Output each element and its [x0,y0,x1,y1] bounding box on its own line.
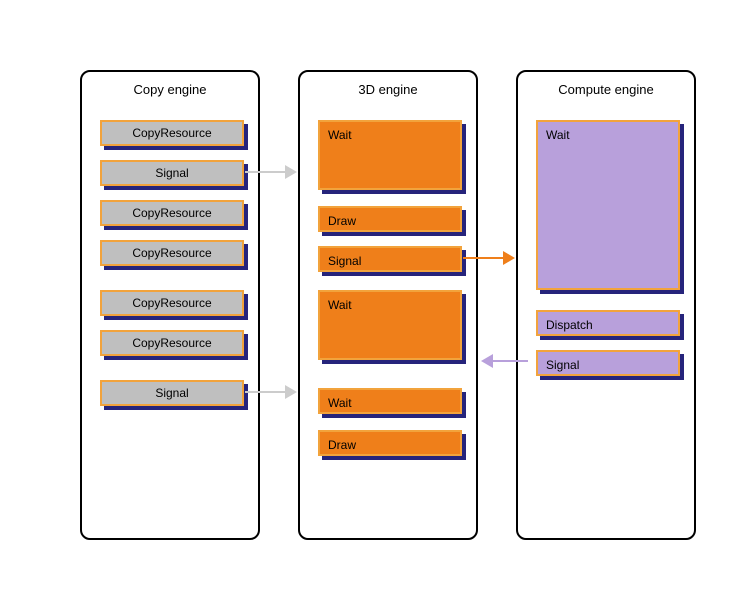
arrow-a2 [245,391,285,393]
block-copy-sig2: Signal [100,380,244,406]
arrow-head-icon [285,165,297,179]
engine-title: 3D engine [300,72,476,105]
block-copy-cr1: CopyResource [100,120,244,146]
engine-title: Copy engine [82,72,258,105]
engine-compute: Compute engine Wait Dispatch Signal [516,70,696,540]
block-3d-wait1: Wait [318,120,462,190]
engine-threed: 3D engine Wait Draw Signal Wait Wait Draw [298,70,478,540]
block-3d-draw1: Draw [318,206,462,232]
arrow-a4 [493,360,528,362]
block-cp-wait: Wait [536,120,680,290]
block-3d-draw2: Draw [318,430,462,456]
block-3d-sig1: Signal [318,246,462,272]
engine-copy: Copy engine CopyResource Signal CopyResourc… [80,70,260,540]
arrow-head-icon [503,251,515,265]
block-cp-sig: Signal [536,350,680,376]
arrow-head-icon [481,354,493,368]
block-3d-wait2: Wait [318,290,462,360]
arrow-a1 [245,171,285,173]
arrow-head-icon [285,385,297,399]
block-copy-sig1: Signal [100,160,244,186]
block-cp-disp: Dispatch [536,310,680,336]
engine-title: Compute engine [518,72,694,105]
block-3d-wait3: Wait [318,388,462,414]
arrow-a3 [463,257,503,259]
block-copy-cr2: CopyResource [100,200,244,226]
block-copy-cr4: CopyResource [100,290,244,316]
block-copy-cr3: CopyResource [100,240,244,266]
block-copy-cr5: CopyResource [100,330,244,356]
